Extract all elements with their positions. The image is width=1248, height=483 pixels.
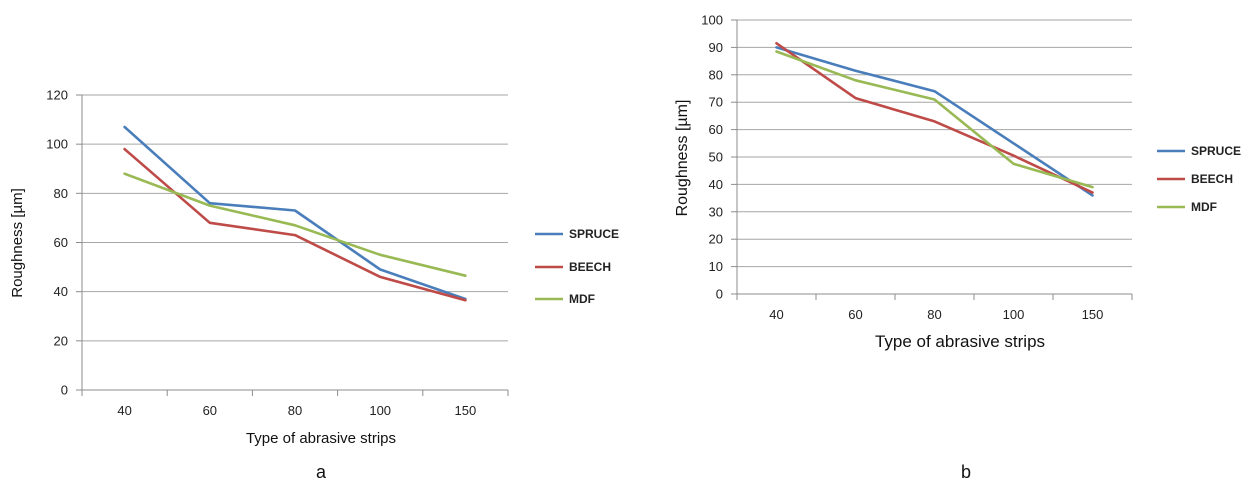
chart-a-y-tick-label: 100: [46, 137, 68, 152]
chart-a-x-tick-label: 150: [455, 403, 477, 418]
chart-a-y-tick-label: 0: [61, 383, 68, 398]
chart-b-y-axis-title: Roughness [µm]: [674, 100, 691, 217]
chart-a-group: 0 20 40 60 80 100 120 40 60 80 100 150 Type of abras…: [9, 88, 619, 448]
chart-b-y-tick-label: 90: [709, 40, 723, 55]
chart-a-y-tick-label: 80: [54, 186, 68, 201]
chart-a-legend-label-spruce: SPRUCE: [569, 227, 619, 241]
chart-a-y-axis-title: Roughness [µm]: [9, 188, 26, 298]
chart-b-series-line-mdf: [775, 50, 1094, 189]
chart-a-y-tick-label: 20: [54, 333, 68, 348]
chart-b-y-tick-label: 50: [709, 150, 723, 165]
chart-a-x-tick-label: 60: [203, 403, 217, 418]
chart-b-y-tick-label: 20: [709, 232, 723, 247]
chart-a-x-tick-label: 80: [288, 403, 302, 418]
chart-a-y-tick-label: 40: [54, 284, 68, 299]
chart-b-x-tick-label: 100: [1003, 307, 1025, 322]
chart-a-y-tick-label: 60: [54, 235, 68, 250]
chart-b-y-tick-label: 60: [709, 122, 723, 137]
panel-label-a: a: [316, 462, 327, 482]
chart-a-x-tick-label: 40: [117, 403, 131, 418]
chart-b-y-tick-label: 40: [709, 177, 723, 192]
chart-b-y-tick-label: 80: [709, 67, 723, 82]
chart-b-x-tick-label: 80: [927, 307, 941, 322]
chart-a-series-line-spruce: [123, 125, 467, 301]
chart-b-legend-label-spruce: SPRUCE: [1191, 144, 1241, 158]
chart-b-x-tick-label: 60: [848, 307, 862, 322]
chart-b-series-line-beech: [775, 41, 1094, 194]
chart-b-x-tick-label: 150: [1082, 307, 1104, 322]
chart-b-y-tick-label: 0: [716, 287, 723, 302]
chart-b-series-line-spruce: [775, 46, 1094, 197]
chart-a-x-axis-title: Type of abrasive strips: [246, 430, 396, 447]
chart-b-legend-label-beech: BEECH: [1191, 172, 1233, 186]
chart-a-legend-label-beech: BEECH: [569, 260, 611, 274]
chart-a-y-tick-label: 120: [46, 88, 68, 103]
chart-b-group: 0 10 20 30 40 50 60 70 80 90 100 40 60 80 100 150 Type o…: [674, 13, 1241, 352]
chart-b-y-tick-label: 10: [709, 259, 723, 274]
chart-a-series-line-beech: [123, 147, 467, 302]
chart-b-y-tick-label: 100: [701, 13, 723, 28]
chart-b-x-axis-title: Type of abrasive strips: [875, 332, 1045, 351]
chart-b-x-tick-label: 40: [769, 307, 783, 322]
chart-a-series-line-mdf: [123, 172, 467, 278]
chart-b-y-tick-label: 30: [709, 204, 723, 219]
chart-b-legend-label-mdf: MDF: [1191, 200, 1217, 214]
panel-label-b: b: [961, 462, 971, 482]
chart-a-legend-label-mdf: MDF: [569, 292, 595, 306]
chart-a-x-tick-label: 100: [369, 403, 391, 418]
chart-b-y-tick-label: 70: [709, 95, 723, 110]
